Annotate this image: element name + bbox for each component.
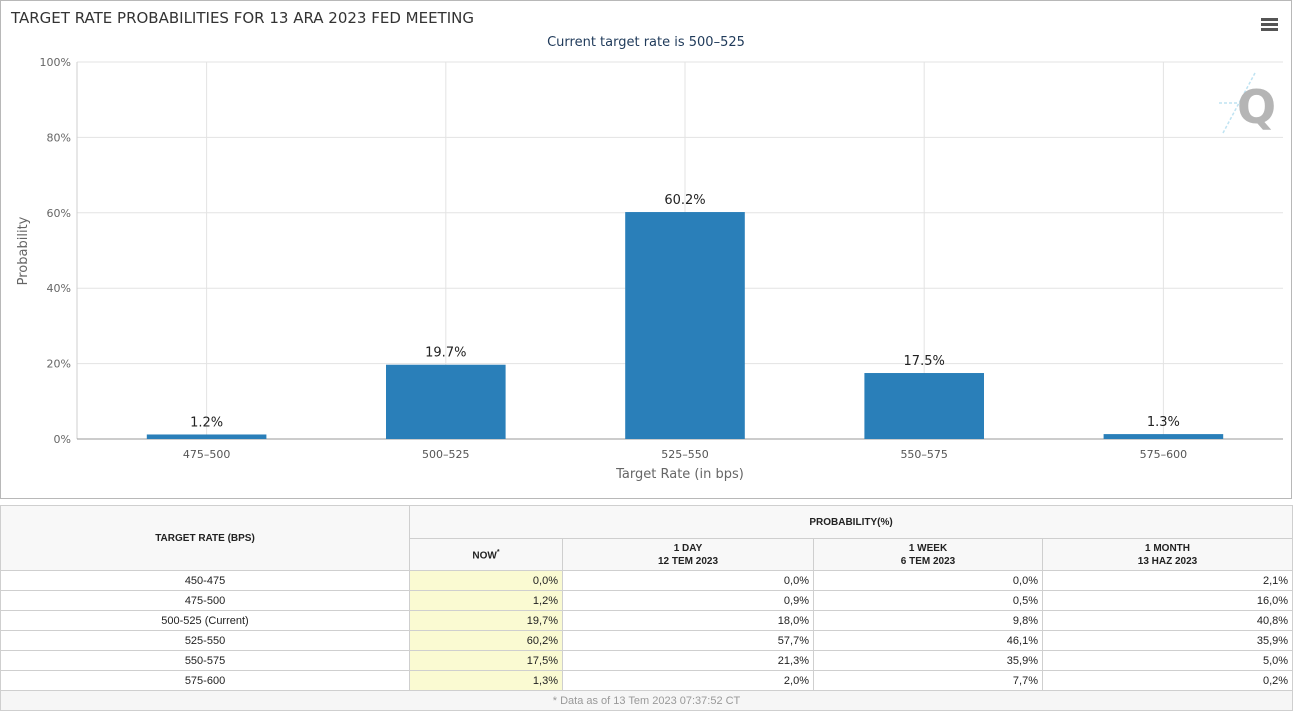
y-tick-label: 20% [47, 358, 71, 371]
probability-header: PROBABILITY(%) [408, 505, 1294, 539]
x-tick-label: 550–575 [900, 448, 948, 461]
rate-cell: 450-475 [0, 570, 410, 591]
value-cell: 57,7% [562, 630, 814, 651]
x-tick-label: 575–600 [1140, 448, 1188, 461]
data-label: 1.3% [1147, 415, 1180, 430]
rate-cell: 500-525 (Current) [0, 610, 410, 631]
value-cell: 2,0% [562, 670, 814, 691]
x-axis-title: Target Rate (in bps) [615, 467, 744, 482]
x-tick-label: 525–550 [661, 448, 709, 461]
value-cell: 0,2% [1041, 670, 1294, 691]
value-cell: 21,3% [562, 650, 814, 671]
value-cell: 5,0% [1041, 650, 1294, 671]
value-cell: 0,0% [813, 570, 1043, 591]
rate-cell: 550-575 [0, 650, 410, 671]
value-cell: 19,7% [409, 610, 563, 631]
column-header-1-day: 1 DAY 12 TEM 2023 [562, 538, 814, 571]
data-label: 1.2% [190, 415, 223, 430]
value-cell: 0,0% [562, 570, 814, 591]
hamburger-menu-icon[interactable] [1261, 18, 1278, 31]
bar-550–575 [864, 373, 984, 439]
bar-575–600 [1103, 434, 1224, 439]
value-cell: 46,1% [813, 630, 1043, 651]
rate-cell: 575-600 [0, 670, 410, 691]
data-labels: 1.2% 19.7% 60.2% 17.5% 1.3% [190, 193, 1180, 430]
y-axis-title: Probability [16, 216, 31, 285]
value-cell: 7,7% [813, 670, 1043, 691]
data-label: 17.5% [904, 354, 945, 369]
value-cell: 18,0% [562, 610, 814, 631]
probability-bar-chart: TARGET RATE PROBABILITIES FOR 13 ARA 202… [10, 9, 1283, 482]
column-header-now: NOW* [409, 538, 563, 571]
probability-table-panel: TARGET RATE (BPS) PROBABILITY(%) NOW* 1 … [0, 505, 1294, 711]
value-cell: 60,2% [409, 630, 563, 651]
data-label: 19.7% [425, 346, 466, 361]
footnote-row: * Data as of 13 Tem 2023 07:37:52 CT [0, 690, 1294, 711]
data-timestamp-footnote: * Data as of 13 Tem 2023 07:37:52 CT [0, 690, 1294, 711]
probability-table: TARGET RATE (BPS) PROBABILITY(%) NOW* 1 … [0, 505, 1294, 711]
data-label: 60.2% [664, 193, 705, 208]
bar-525–550 [625, 212, 745, 439]
value-cell: 17,5% [409, 650, 563, 671]
value-cell: 9,8% [813, 610, 1043, 631]
bars [146, 212, 1224, 439]
column-header-1-week: 1 WEEK 6 TEM 2023 [813, 538, 1043, 571]
value-cell: 35,9% [1041, 630, 1294, 651]
table-row: 500-525 (Current) 19,7% 18,0% 9,8% 40,8% [0, 610, 1294, 631]
y-tick-label: 60% [47, 207, 71, 220]
value-cell: 0,5% [813, 590, 1043, 611]
column-header-1-month: 1 MONTH 13 HAZ 2023 [1041, 538, 1294, 571]
bar-500–525 [386, 364, 506, 439]
table-row: 550-575 17,5% 21,3% 35,9% 5,0% [0, 650, 1294, 671]
x-axis-ticks: 475–500 500–525 525–550 550–575 575–600 [183, 448, 1187, 461]
value-cell: 0,9% [562, 590, 814, 611]
value-cell: 2,1% [1041, 570, 1294, 591]
x-tick-label: 500–525 [422, 448, 470, 461]
chart-panel: TARGET RATE PROBABILITIES FOR 13 ARA 202… [0, 0, 1292, 499]
bar-475–500 [146, 434, 267, 439]
value-cell: 1,2% [409, 590, 563, 611]
svg-text:Q: Q [1237, 80, 1276, 134]
y-tick-label: 40% [47, 282, 71, 295]
target-rate-header: TARGET RATE (BPS) [0, 505, 410, 571]
y-tick-label: 100% [40, 56, 71, 69]
table-row: 450-475 0,0% 0,0% 0,0% 2,1% [0, 570, 1294, 591]
chart-subtitle: Current target rate is 500–525 [547, 35, 745, 50]
table-row: 575-600 1,3% 2,0% 7,7% 0,2% [0, 670, 1294, 691]
value-cell: 40,8% [1041, 610, 1294, 631]
x-tick-label: 475–500 [183, 448, 231, 461]
y-tick-label: 0% [54, 433, 71, 446]
y-axis-ticks: 0% 20% 40% 60% 80% 100% [40, 56, 71, 446]
chart-title: TARGET RATE PROBABILITIES FOR 13 ARA 202… [10, 9, 474, 27]
rate-cell: 525-550 [0, 630, 410, 651]
y-tick-label: 80% [47, 131, 71, 144]
table-row: 475-500 1,2% 0,9% 0,5% 16,0% [0, 590, 1294, 611]
value-cell: 35,9% [813, 650, 1043, 671]
rate-cell: 475-500 [0, 590, 410, 611]
value-cell: 0,0% [409, 570, 563, 591]
value-cell: 1,3% [409, 670, 563, 691]
value-cell: 16,0% [1041, 590, 1294, 611]
table-row: 525-550 60,2% 57,7% 46,1% 35,9% [0, 630, 1294, 651]
quikstrike-q-logo: Q [1219, 72, 1276, 134]
